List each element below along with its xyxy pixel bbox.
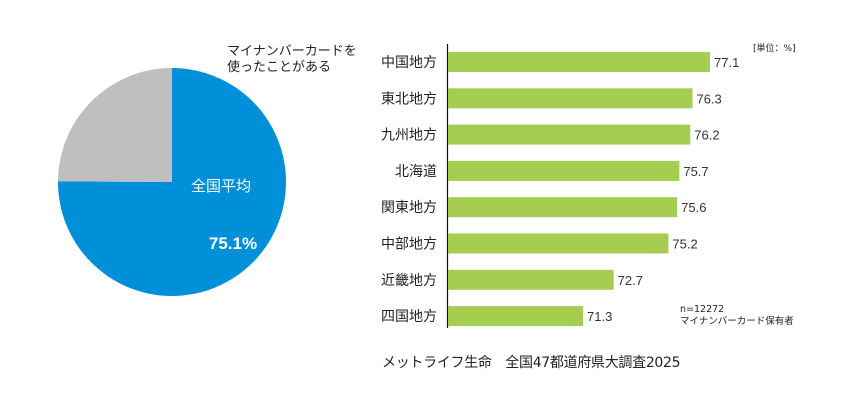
bar-2 [448,124,691,145]
bar-3 [448,160,680,181]
unit-label: [単位：%] [753,44,796,54]
bar-0 [448,52,710,72]
pie-caption: マイナンバーカードを 使ったことがある [227,44,357,76]
category-label-2: 九州地方 [381,128,437,144]
category-label-5: 中部地方 [381,237,437,253]
bar-5 [448,233,669,254]
pie-center-label: 全国平均 [191,177,251,195]
value-label-1: 76.3 [696,91,721,106]
pie-slice-0 [58,68,287,296]
category-label-7: 四国地方 [381,309,437,325]
source-credit: メットライフ生命 全国47都道府県大調査2025 [382,355,681,371]
value-label-3: 75.7 [683,164,708,179]
value-label-4: 75.6 [681,200,706,215]
bar-1 [448,88,693,109]
pie-caption-line-1: マイナンバーカードを [227,44,357,59]
value-label-6: 72.7 [618,273,643,288]
bar-4 [448,197,678,218]
value-label-0: 77.1 [714,55,739,70]
sample-note: n=12272 マイナンバーカード保有者 [680,304,794,328]
category-label-1: 東北地方 [381,91,437,107]
pie-value-label: 75.1% [209,234,257,253]
category-label-6: 近畿地方 [381,273,437,289]
value-label-2: 76.2 [694,128,719,143]
category-label-0: 中国地方 [381,55,437,71]
sample-population: マイナンバーカード保有者 [680,316,794,327]
bar-7 [448,306,583,327]
sample-size: n=12272 [680,304,725,315]
pie-caption-line-2: 使ったことがある [227,60,332,75]
value-label-5: 75.2 [672,237,697,252]
bar-6 [448,269,614,290]
category-label-3: 北海道 [395,164,437,180]
pie-slice-1 [58,68,172,182]
value-label-7: 71.3 [587,309,612,324]
category-label-4: 関東地方 [381,200,437,216]
